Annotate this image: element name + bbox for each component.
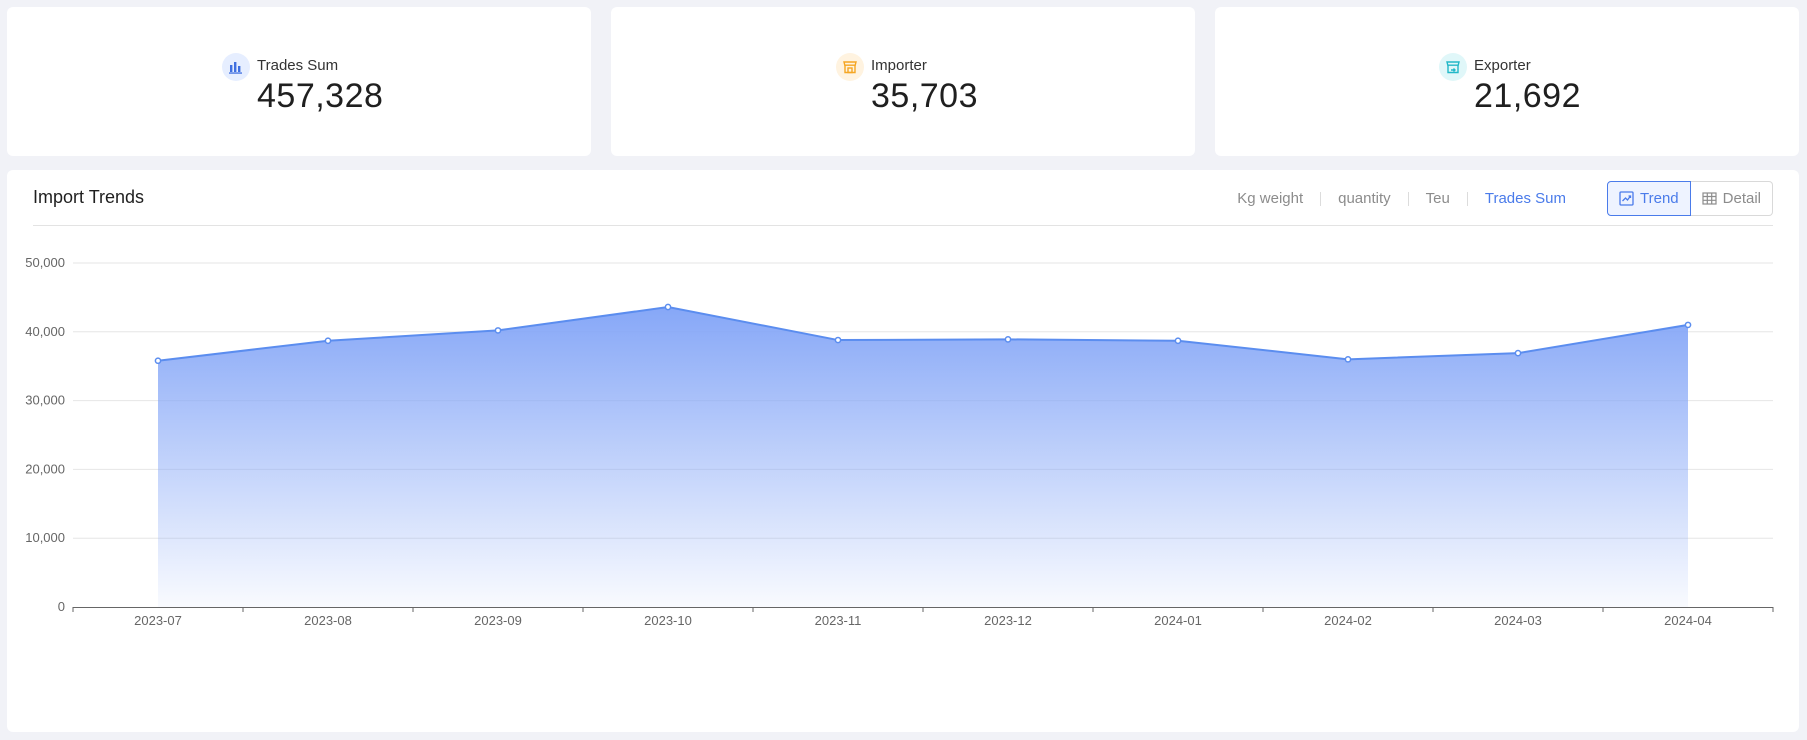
bar-chart-icon xyxy=(222,53,250,81)
view-toggle: Trend Detail xyxy=(1607,181,1773,216)
data-point[interactable] xyxy=(1344,355,1352,363)
chart-title: Import Trends xyxy=(33,187,145,207)
stat-card-exporter: Exporter 21,692 xyxy=(1215,7,1799,156)
data-point[interactable] xyxy=(1684,321,1692,329)
data-point[interactable] xyxy=(324,337,332,345)
table-icon xyxy=(1702,192,1717,205)
x-tick-label: 2023-10 xyxy=(644,613,692,628)
x-tick-label: 2023-12 xyxy=(984,613,1032,628)
trend-label: Trend xyxy=(1640,190,1679,207)
trend-view-button[interactable]: Trend xyxy=(1607,181,1691,216)
tab-divider xyxy=(1407,192,1409,206)
data-point[interactable] xyxy=(834,336,842,344)
stat-label: Trades Sum xyxy=(257,57,339,74)
import-trends-panel: Import Trends Kg weight quantity Teu Tra… xyxy=(7,170,1799,732)
x-tick-label: 2023-08 xyxy=(304,613,352,628)
tab-quantity[interactable]: quantity xyxy=(1338,190,1391,207)
x-tick-label: 2024-03 xyxy=(1494,613,1542,628)
y-tick-label: 50,000 xyxy=(25,255,65,270)
stat-label: Importer xyxy=(871,57,927,74)
trend-chart-icon xyxy=(1619,191,1634,206)
data-point[interactable] xyxy=(1004,336,1012,343)
y-tick-label: 10,000 xyxy=(25,530,65,545)
x-tick-label: 2024-01 xyxy=(1154,613,1202,628)
x-tick-label: 2023-11 xyxy=(815,613,862,628)
stat-card-importer: Importer 35,703 xyxy=(611,7,1195,156)
x-tick-label: 2024-04 xyxy=(1664,613,1712,628)
store-export-icon xyxy=(1439,53,1467,81)
stat-label: Exporter xyxy=(1474,57,1531,74)
tab-trades-sum[interactable]: Trades Sum xyxy=(1484,190,1566,207)
trend-area-chart: 0 10,000 20,000 30,000 40,000 50,000 2023-07 20… xyxy=(25,255,1774,628)
data-point[interactable] xyxy=(494,327,502,334)
y-tick-label: 30,000 xyxy=(25,393,65,408)
series-line xyxy=(157,306,1689,362)
series-area xyxy=(158,307,1688,607)
metric-tabs: Kg weight quantity Teu Trades Sum xyxy=(1220,189,1583,209)
y-tick-label: 0 xyxy=(58,599,65,614)
store-icon xyxy=(836,53,864,81)
tab-kg-weight[interactable]: Kg weight xyxy=(1237,190,1304,207)
x-tick-label: 2023-07 xyxy=(134,613,182,628)
x-tick-label: 2024-02 xyxy=(1324,613,1372,628)
stat-value: 457,328 xyxy=(257,77,384,115)
data-point[interactable] xyxy=(1174,337,1182,345)
data-point[interactable] xyxy=(1514,349,1522,357)
x-tick-label: 2023-09 xyxy=(474,613,522,628)
tab-teu[interactable]: Teu xyxy=(1425,190,1450,207)
header-divider xyxy=(33,225,1773,226)
stat-card-trades-sum: Trades Sum 457,328 xyxy=(7,7,591,156)
tab-divider xyxy=(1466,192,1468,206)
tab-divider xyxy=(1320,192,1322,206)
detail-label: Detail xyxy=(1722,190,1761,207)
y-tick-label: 20,000 xyxy=(25,461,65,476)
stat-value: 21,692 xyxy=(1474,77,1581,115)
detail-view-button[interactable]: Detail xyxy=(1690,181,1773,216)
data-point[interactable] xyxy=(154,357,162,365)
y-tick-label: 40,000 xyxy=(25,324,65,339)
stat-value: 35,703 xyxy=(871,77,978,115)
data-point[interactable] xyxy=(664,303,672,311)
